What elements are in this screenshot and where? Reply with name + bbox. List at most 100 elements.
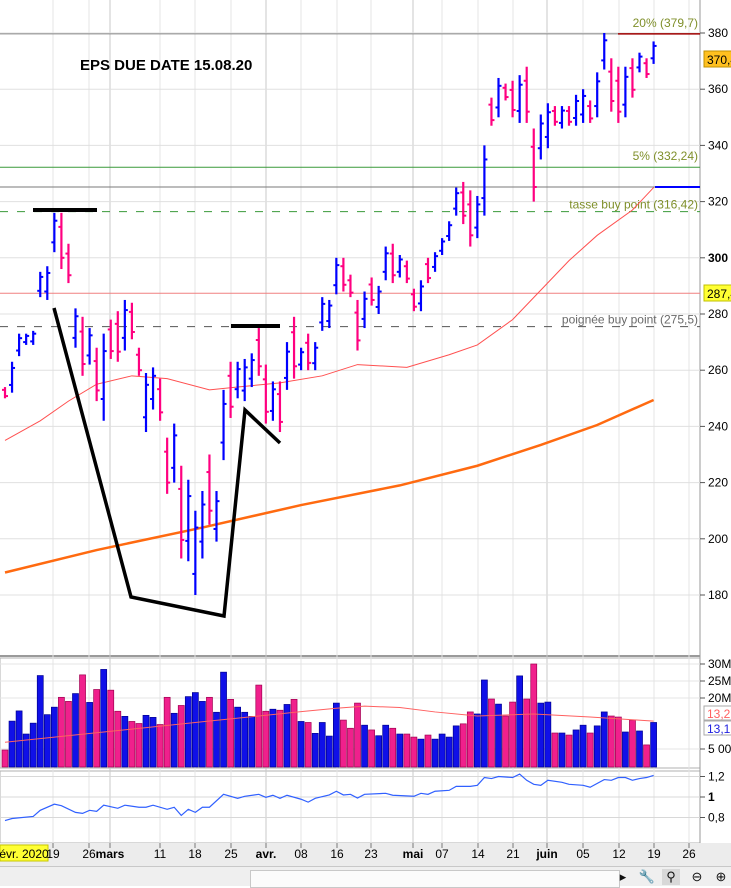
- ohlc-bar: [312, 342, 319, 371]
- ohlc-bar: [213, 491, 220, 542]
- ohlc-bar: [269, 381, 276, 421]
- ohlc-bar: [544, 103, 551, 149]
- volume-bar: [523, 698, 531, 768]
- scroll-right-icon[interactable]: ▸: [619, 869, 627, 884]
- ohlc-bar: [206, 454, 213, 525]
- zoom-out-icon[interactable]: ⊖: [691, 869, 703, 884]
- wrench-icon[interactable]: 🔧: [638, 869, 656, 884]
- ohlc-bar: [558, 106, 565, 129]
- ohlc-bar: [340, 257, 347, 292]
- x-tick-label: avr.: [256, 847, 277, 861]
- x-tick-label: juin: [535, 847, 557, 861]
- volume-bar: [93, 689, 101, 768]
- volume-bar: [614, 716, 622, 768]
- ohlc-bar: [276, 381, 283, 433]
- ohlc-bar: [361, 291, 368, 329]
- annotation-text: EPS DUE DATE 15.08.20: [80, 57, 252, 74]
- x-tick-label: 18: [188, 847, 202, 861]
- volume-bar: [199, 701, 206, 768]
- y-tick-label: 240: [708, 419, 728, 433]
- volume-bar: [192, 692, 199, 768]
- ohlc-bar: [530, 128, 537, 202]
- ohlc-bar: [72, 308, 79, 348]
- volume-bar: [142, 714, 150, 768]
- volume-tick-label: 20M: [708, 691, 731, 705]
- volume-bar: [241, 711, 249, 768]
- volume-bar: [403, 733, 411, 768]
- ohlc-bar: [284, 342, 290, 390]
- volume-last-label: 13,1M: [707, 722, 731, 736]
- x-tick-label: 23: [364, 847, 378, 861]
- volume-bar: [643, 744, 650, 768]
- marker-price-box: [703, 284, 731, 302]
- ohlc-bar: [601, 33, 608, 70]
- volume-bar: [156, 724, 164, 768]
- volume-bar: [452, 725, 460, 768]
- zoom-in-icon[interactable]: ⊕: [715, 869, 727, 884]
- volume-bar: [607, 715, 615, 768]
- volume-bar: [107, 689, 115, 768]
- x-tick-label: 12: [612, 847, 626, 861]
- ohlc-bar: [375, 285, 382, 314]
- oscillator-tick-label: 0,8: [708, 811, 725, 825]
- zoom-vertical-icon[interactable]: ⚲: [662, 869, 680, 885]
- volume-bar: [417, 738, 425, 768]
- oscillator-panel: [0, 770, 701, 844]
- ohlc-bar: [157, 378, 164, 421]
- volume-bar: [234, 706, 241, 768]
- volume-bar: [22, 733, 30, 768]
- ohlc-bar: [354, 299, 361, 351]
- volume-bar: [149, 717, 157, 768]
- ohlc-bar: [262, 364, 269, 424]
- x-tick-label: mars: [96, 847, 125, 861]
- volume-bar: [290, 699, 298, 768]
- ohlc-bar: [185, 479, 192, 562]
- x-tick-label: 16: [330, 847, 344, 861]
- volume-bar: [79, 674, 86, 768]
- ohlc-bar: [439, 238, 446, 255]
- volume-tick-label: 30M: [708, 657, 731, 671]
- ohlc-bar: [580, 89, 587, 123]
- volume-bar: [269, 708, 277, 768]
- ohlc-bar: [417, 280, 424, 312]
- volume-bar: [255, 684, 263, 768]
- ohlc-bar: [79, 316, 86, 376]
- y-tick-label: 340: [708, 138, 728, 152]
- volume-bar: [551, 732, 559, 768]
- volume-bar: [629, 719, 636, 768]
- volume-bar: [170, 712, 178, 768]
- volume-ma-label: 13,2M: [707, 707, 731, 721]
- volume-bar: [459, 723, 467, 768]
- volume-bar: [565, 734, 573, 768]
- volume-bar: [361, 724, 368, 768]
- right-axis: [700, 0, 731, 843]
- oscillator-tick-label: 1,2: [708, 770, 725, 784]
- ohlc-bar: [432, 252, 439, 272]
- volume-bar: [276, 709, 284, 768]
- volume-last-box: [703, 720, 731, 736]
- ohlc-bar: [65, 243, 72, 284]
- horizontal-scrollbar[interactable]: [250, 870, 620, 888]
- volume-bar: [29, 722, 37, 768]
- y-tick-label: 380: [708, 26, 728, 40]
- x-tick-label: 21: [506, 847, 520, 861]
- marker-price-label: 287,4: [707, 287, 731, 301]
- volume-bar: [304, 722, 312, 768]
- ohlc-bar: [93, 347, 100, 402]
- ohlc-bar: [178, 465, 185, 559]
- volume-bar: [622, 731, 629, 768]
- ohlc-bar: [107, 319, 114, 359]
- volume-bar: [488, 698, 495, 768]
- volume-bar: [368, 729, 375, 768]
- level-label: poignée buy point (275,5): [562, 313, 698, 327]
- volume-moving-average: [4, 705, 654, 743]
- volume-bar: [600, 711, 608, 768]
- ohlc-bar: [121, 299, 128, 351]
- moving-average-long: [4, 398, 655, 574]
- ohlc-bar: [446, 221, 453, 241]
- ohlc-bar: [291, 316, 298, 379]
- y-tick-label: 200: [708, 532, 728, 546]
- ohlc-bar: [347, 274, 354, 298]
- x-tick-label: 07: [435, 847, 449, 861]
